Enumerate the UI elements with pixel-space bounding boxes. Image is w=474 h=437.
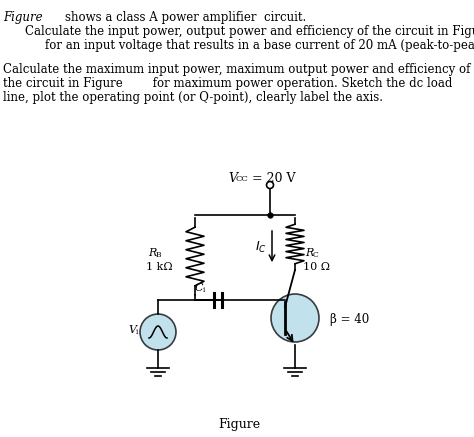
Text: B: B <box>156 251 162 259</box>
Circle shape <box>271 294 319 342</box>
Circle shape <box>140 314 176 350</box>
Text: 10 Ω: 10 Ω <box>303 262 330 272</box>
Text: V: V <box>128 325 136 335</box>
Text: $I_C$: $I_C$ <box>255 240 267 255</box>
Text: 1 kΩ: 1 kΩ <box>146 262 173 272</box>
Text: Calculate the input power, output power and efficiency of the circuit in Figure: Calculate the input power, output power … <box>25 25 474 38</box>
Text: R: R <box>305 248 313 258</box>
Text: for an input voltage that results in a base current of 20 mA (peak-to-peak).: for an input voltage that results in a b… <box>45 39 474 52</box>
Text: = 20 V: = 20 V <box>248 172 295 185</box>
Text: i: i <box>203 286 205 294</box>
Text: β = 40: β = 40 <box>330 313 369 326</box>
Text: C: C <box>195 283 203 293</box>
Text: C: C <box>313 251 319 259</box>
Text: Calculate the maximum input power, maximum output power and efficiency of: Calculate the maximum input power, maxim… <box>3 63 470 76</box>
Text: i: i <box>136 328 138 336</box>
Text: R: R <box>148 248 156 258</box>
Text: the circuit in Figure        for maximum power operation. Sketch the dc load: the circuit in Figure for maximum power … <box>3 77 452 90</box>
Text: V: V <box>228 172 237 185</box>
Text: Figure: Figure <box>218 418 260 431</box>
Text: CC: CC <box>236 175 249 183</box>
Text: Figure: Figure <box>3 11 43 24</box>
Text: shows a class A power amplifier  circuit.: shows a class A power amplifier circuit. <box>65 11 306 24</box>
Text: line, plot the operating point (or Q-point), clearly label the axis.: line, plot the operating point (or Q-poi… <box>3 91 383 104</box>
